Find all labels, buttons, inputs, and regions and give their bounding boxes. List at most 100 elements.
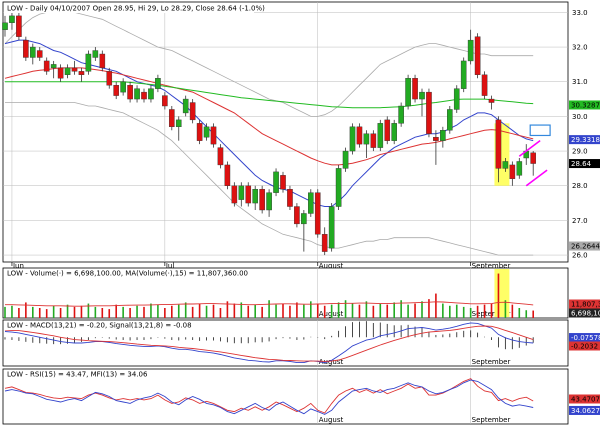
candle-body: [210, 126, 217, 145]
candle-body: [321, 234, 328, 252]
y-tick-label-3: 30.0: [572, 113, 588, 121]
macd-tag: -0.07578: [571, 334, 600, 342]
candle-body: [287, 188, 293, 207]
volume-bar: [205, 305, 208, 318]
volume-bar: [198, 303, 201, 318]
volume-bar: [372, 305, 375, 318]
volume-bar: [59, 308, 62, 318]
candle-body: [447, 109, 453, 131]
volume-bar: [483, 304, 486, 318]
mfi-tag: 34.0627: [571, 407, 600, 415]
candle-body: [9, 15, 15, 24]
candle-body: [509, 164, 516, 180]
volume-ma-line: [5, 301, 534, 307]
last-value-tag-0-bg: [569, 100, 600, 110]
title-bg: [4, 3, 254, 13]
y-tick-label-6: 27.0: [572, 217, 588, 225]
signal-tag: -0.2032: [571, 343, 598, 351]
volume-bar: [476, 305, 479, 318]
candle-body: [405, 78, 411, 107]
pane-3: AugustSeptemberOctober43.470734.0627LOW …: [2, 368, 600, 425]
candle-body: [412, 78, 418, 100]
last-value-tag-1: 29.3318: [571, 136, 600, 144]
candle-body: [78, 71, 85, 76]
volume-bar: [532, 310, 534, 318]
candle-body: [273, 171, 279, 193]
volume-ma-tag-bg: [569, 299, 600, 309]
volume-bar: [421, 301, 423, 318]
volume-bar: [358, 304, 361, 318]
candle-body: [106, 71, 113, 86]
candle-body: [440, 130, 446, 141]
volume-tag: 6,698,100: [571, 310, 600, 318]
volume-bar: [11, 305, 13, 318]
title-bg: [4, 269, 280, 278]
overlay-line-0: [4, 11, 534, 117]
candle-body: [217, 147, 224, 166]
candle-body: [189, 102, 196, 121]
volume-bar: [525, 310, 528, 318]
y-tick-label-1: 32.0: [572, 44, 588, 52]
y-tick-label-0: 33.0: [572, 9, 588, 17]
candle-body: [85, 53, 92, 72]
volume-bar: [275, 304, 277, 318]
volume-bar: [282, 303, 284, 318]
rsi-title: LOW - RSI(15) = 43.47, MFI(13) = 34.06: [7, 371, 148, 379]
candle-body: [134, 88, 140, 100]
last-value-tag-2: 28.64: [571, 160, 592, 168]
volume-bar: [386, 304, 389, 318]
candle-body: [308, 192, 314, 214]
volume-bar: [365, 301, 368, 318]
volume-bar: [73, 306, 76, 318]
oscillator-line-1: [4, 379, 534, 415]
candle-body: [113, 84, 119, 96]
volume-tag-bg: [569, 308, 600, 318]
y-tick-label-2: 31.0: [572, 78, 588, 86]
volume-bar: [490, 303, 493, 318]
candle-body: [155, 78, 161, 89]
last-value-tag-3: 26.2644: [571, 243, 600, 251]
trendline-annotation: [525, 169, 548, 187]
candle-body: [516, 161, 523, 176]
chart-title: LOW - Daily 04/10/2007 Open 28.95, Hi 29…: [7, 5, 265, 13]
candle-body: [71, 67, 78, 72]
candle-body: [50, 64, 57, 69]
candle-body: [314, 192, 321, 235]
volume-bar: [330, 304, 333, 318]
volume-bar: [171, 305, 173, 318]
candle-body: [99, 53, 106, 69]
volume-bar: [504, 300, 507, 318]
candle-body: [30, 46, 36, 58]
candle-body: [252, 188, 259, 204]
candle-body: [342, 150, 349, 169]
candle-body: [203, 126, 210, 138]
volume-bar: [66, 304, 69, 318]
candle-body: [280, 175, 286, 190]
volume-bar: [122, 306, 124, 318]
volume-bar: [45, 309, 48, 318]
volume-bar: [400, 300, 402, 318]
volume-bar: [80, 305, 83, 318]
volume-ma-tag: 11,807,360: [571, 301, 600, 309]
volume-bar: [428, 299, 430, 318]
volume-bar: [289, 305, 291, 318]
volume-bar: [449, 305, 451, 318]
candle-body: [530, 152, 536, 164]
volume-bar: [38, 308, 41, 318]
rsi-tag-bg: [569, 394, 600, 404]
x-tick-label-1: September: [472, 358, 511, 366]
volume-bar: [184, 302, 187, 318]
candle-body: [245, 185, 252, 204]
volume-bar: [87, 303, 90, 318]
candle-body: [398, 105, 404, 124]
volume-bar: [240, 302, 243, 318]
candle-body: [419, 91, 425, 100]
candle-body: [92, 50, 99, 58]
volume-bar: [497, 273, 500, 318]
highlight-box: [494, 269, 510, 317]
volume-bar: [379, 303, 382, 318]
volume-bar: [518, 308, 521, 318]
candle-body: [23, 39, 29, 58]
macd-tag-bg: [569, 333, 600, 343]
candle-body: [453, 88, 460, 110]
